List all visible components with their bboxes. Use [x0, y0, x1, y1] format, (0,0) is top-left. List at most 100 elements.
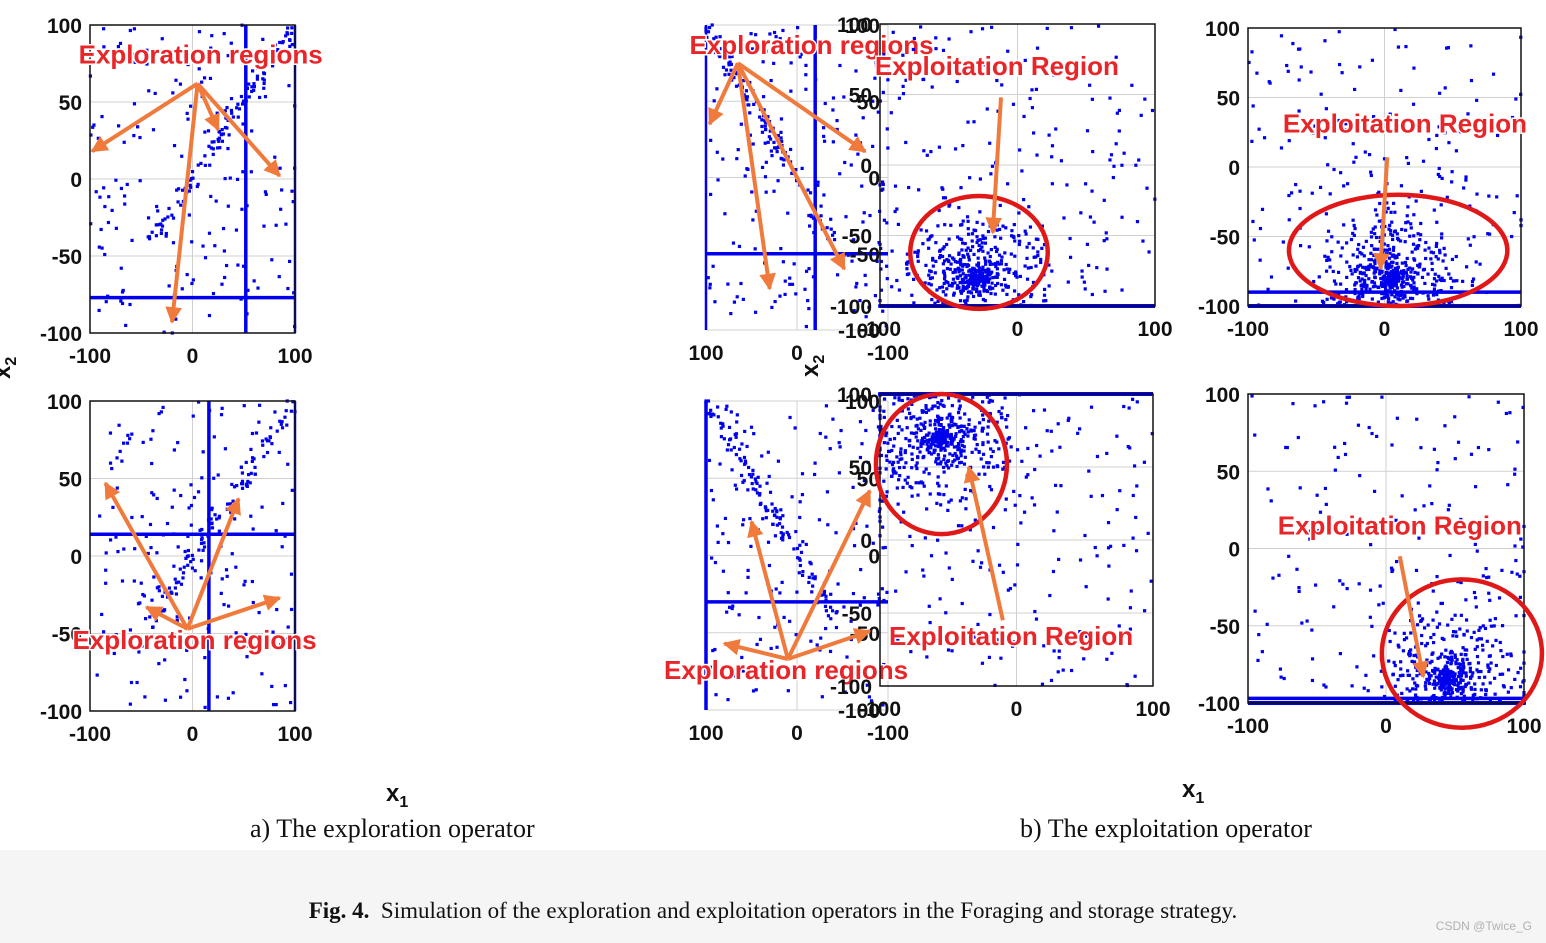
scatter-point — [199, 161, 203, 166]
caption-band — [0, 850, 1546, 943]
scatter-point — [1380, 269, 1384, 273]
scatter-point — [128, 702, 132, 706]
scatter-point — [275, 49, 279, 53]
scatter-point — [959, 424, 963, 429]
scatter-point — [1323, 486, 1328, 491]
scatter-point — [1450, 658, 1454, 662]
y-tick-label: 100 — [845, 391, 880, 414]
scatter-point — [942, 271, 947, 275]
scatter-point — [133, 547, 137, 551]
scatter-point — [1022, 300, 1026, 304]
scatter-point — [986, 425, 990, 429]
scatter-point — [1406, 161, 1410, 165]
scatter-point — [892, 437, 897, 441]
scatter-point — [942, 431, 946, 435]
scatter-point — [789, 61, 793, 65]
scatter-point — [1492, 624, 1496, 628]
scatter-point — [1381, 276, 1385, 280]
scatter-point — [884, 324, 888, 328]
scatter-point — [890, 424, 894, 429]
scatter-point — [928, 423, 932, 427]
scatter-point — [1390, 282, 1394, 286]
scatter-point — [927, 282, 931, 286]
scatter-point — [211, 147, 215, 151]
scatter-point — [1459, 668, 1463, 672]
scatter-point — [1069, 668, 1074, 673]
scatter-point — [179, 493, 183, 498]
scatter-point — [912, 301, 916, 305]
scatter-point — [1277, 573, 1281, 577]
scatter-point — [714, 693, 718, 697]
scatter-point — [1475, 192, 1479, 196]
scatter-point — [973, 518, 977, 522]
scatter-point — [780, 157, 784, 161]
scatter-point — [762, 41, 766, 45]
scatter-point — [1389, 566, 1394, 570]
scatter-point — [1345, 532, 1349, 536]
scatter-point — [1354, 155, 1358, 159]
scatter-point — [763, 141, 767, 145]
scatter-point — [1342, 184, 1346, 188]
scatter-point — [943, 454, 947, 458]
scatter-point — [773, 534, 778, 538]
scatter-point — [912, 394, 916, 398]
x-tick-label: 0 — [1012, 318, 1024, 341]
scatter-point — [731, 604, 735, 608]
scatter-point — [1251, 219, 1255, 224]
scatter-point — [160, 594, 165, 598]
scatter-point — [940, 254, 945, 259]
scatter-point — [1311, 131, 1315, 135]
scatter-point — [949, 262, 953, 266]
scatter-point — [1487, 194, 1491, 198]
scatter-point — [286, 26, 290, 30]
scatter-point — [707, 26, 712, 30]
scatter-point — [1145, 186, 1149, 190]
scatter-point — [1128, 606, 1133, 610]
scatter-point — [272, 54, 276, 58]
scatter-point — [943, 274, 947, 278]
scatter-point — [1393, 295, 1397, 299]
scatter-point — [100, 246, 104, 250]
scatter-point — [207, 313, 212, 318]
scatter-point — [942, 281, 946, 286]
scatter-point — [1300, 621, 1304, 625]
scatter-point — [254, 431, 259, 435]
scatter-point — [921, 423, 925, 427]
scatter-point — [1102, 198, 1106, 202]
scatter-point — [1380, 296, 1384, 301]
scatter-point — [1372, 489, 1377, 493]
scatter-point — [1122, 543, 1126, 548]
scatter-point — [1350, 684, 1354, 688]
scatter-point — [145, 48, 149, 52]
scatter-point — [1399, 88, 1403, 93]
scatter-point — [981, 249, 985, 253]
scatter-point — [953, 147, 958, 151]
scatter-point — [1135, 400, 1139, 404]
scatter-point — [237, 107, 242, 111]
scatter-point — [991, 262, 996, 266]
scatter-point — [938, 249, 942, 253]
scatter-point — [769, 78, 773, 83]
scatter-point — [920, 439, 924, 443]
scatter-point — [1095, 454, 1100, 459]
scatter-point — [934, 395, 938, 399]
y-tick-label: 0 — [868, 546, 880, 569]
scatter-point — [1403, 228, 1408, 232]
scatter-point — [1378, 272, 1382, 276]
scatter-point — [736, 148, 740, 152]
scatter-point — [823, 604, 828, 609]
scatter-point — [1356, 276, 1361, 280]
scatter-point — [975, 240, 979, 245]
scatter-point — [981, 236, 986, 241]
scatter-point — [797, 571, 801, 575]
scatter-point — [203, 705, 207, 709]
scatter-point — [901, 485, 905, 490]
scatter-point — [1013, 239, 1017, 243]
scatter-point — [1398, 239, 1403, 243]
scatter-point — [882, 53, 886, 57]
scatter-point — [1509, 686, 1513, 690]
scatter-point — [725, 404, 729, 408]
scatter-point — [1392, 660, 1396, 665]
scatter-point — [900, 398, 904, 403]
scatter-point — [964, 507, 968, 511]
